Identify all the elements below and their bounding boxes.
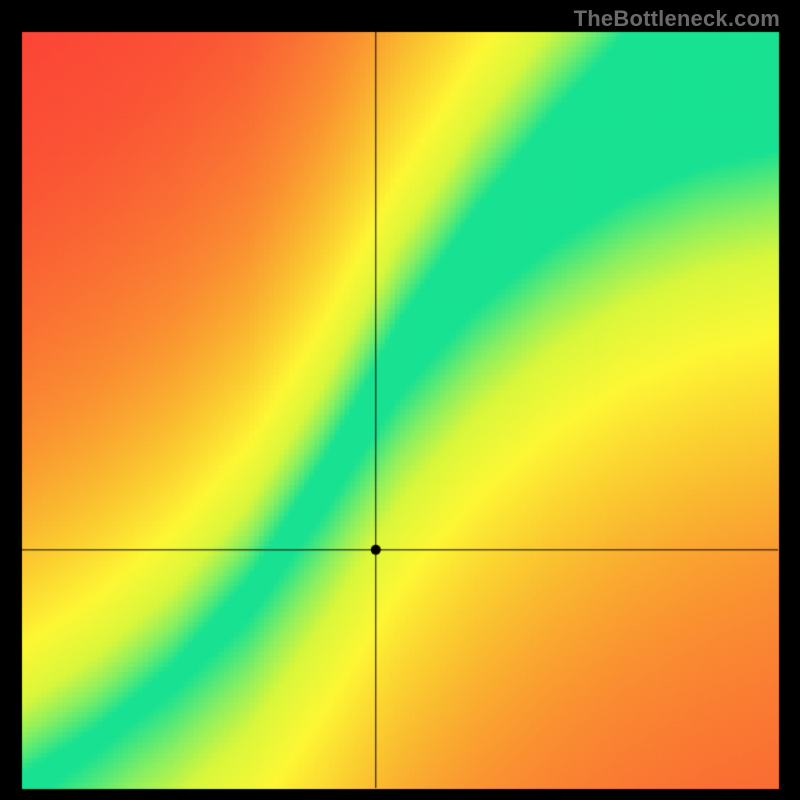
- watermark-text: TheBottleneck.com: [574, 6, 780, 32]
- heatmap-canvas: [0, 0, 800, 800]
